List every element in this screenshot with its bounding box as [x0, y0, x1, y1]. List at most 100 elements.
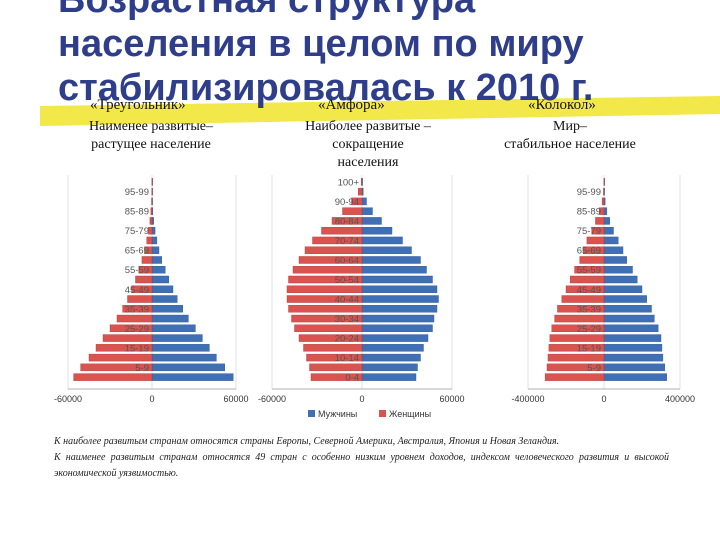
female-bar-40-44 — [127, 295, 153, 303]
female-bar-15-19 — [548, 344, 605, 352]
female-bar-45-49 — [131, 285, 153, 293]
age-tick-label: 15-19 — [125, 343, 149, 354]
female-bar-90-94 — [151, 197, 153, 206]
x-tick-label: 60000 — [223, 394, 248, 404]
male-bar-70-74 — [361, 236, 403, 245]
age-tick-label: 65-69 — [125, 246, 149, 257]
footnote-line-1: К наиболее развитым странам относятся ст… — [54, 436, 560, 447]
female-bar-25-29 — [551, 324, 605, 333]
male-bar-0-4 — [361, 373, 417, 381]
female-bar-45-49 — [565, 285, 605, 293]
female-bar-35-39 — [557, 305, 605, 313]
male-bar-20-24 — [361, 334, 429, 342]
female-bar-100+ — [603, 178, 605, 186]
female-bar-40-44 — [561, 295, 605, 303]
footnote-line-2: К наименее развитым странам относятся 49… — [54, 452, 669, 479]
female-bar-90-94 — [601, 197, 605, 206]
female-bar-60-64 — [298, 256, 363, 264]
male-bar-20-24 — [603, 334, 662, 342]
female-bar-30-34 — [116, 314, 153, 323]
male-bar-25-29 — [151, 324, 196, 333]
female-bar-5-9 — [546, 363, 605, 372]
male-bar-20-24 — [151, 334, 203, 342]
age-tick-label: 75-79 — [125, 226, 149, 237]
age-tick-label: 80-84 — [335, 216, 359, 227]
female-bar-10-14 — [547, 353, 605, 362]
female-bar-15-19 — [95, 344, 153, 352]
female-bar-10-14 — [306, 353, 363, 362]
male-bar-45-49 — [603, 285, 643, 293]
x-tick-label: 0 — [601, 394, 606, 404]
age-tick-label: 95-99 — [125, 187, 149, 198]
title-line-2: населения в целом по миру — [58, 23, 584, 65]
female-bar-85-89 — [599, 207, 605, 215]
male-bar-35-39 — [361, 305, 438, 313]
male-bar-70-74 — [151, 236, 158, 245]
male-bar-5-9 — [151, 363, 226, 372]
legend-label-female: Женщины — [389, 409, 431, 419]
x-tick-label: 60000 — [439, 394, 464, 404]
male-bar-80-84 — [603, 217, 610, 225]
female-bar-0-4 — [544, 373, 605, 381]
legend-swatch-female — [379, 410, 386, 417]
male-bar-80-84 — [361, 217, 382, 225]
male-bar-85-89 — [603, 207, 608, 215]
female-bar-10-14 — [88, 353, 153, 362]
age-tick-label: 70-74 — [335, 236, 359, 247]
female-bar-45-49 — [286, 285, 363, 293]
footnote: К наиболее развитым странам относятся ст… — [54, 434, 669, 482]
female-bar-95-99 — [151, 187, 153, 196]
male-bar-80-84 — [151, 217, 154, 225]
male-bar-35-39 — [151, 305, 183, 313]
desc-text: Наименее развитые– растущее население — [89, 119, 213, 152]
female-bar-85-89 — [150, 207, 153, 215]
male-bar-0-4 — [603, 373, 667, 381]
age-tick-label: 35-39 — [577, 304, 601, 315]
female-bar-5-9 — [80, 363, 153, 372]
male-bar-55-59 — [151, 266, 166, 274]
male-bar-35-39 — [603, 305, 652, 313]
age-tick-label: 60-64 — [335, 255, 359, 266]
male-bar-25-29 — [603, 324, 659, 333]
female-bar-75-79 — [321, 226, 363, 235]
female-bar-95-99 — [603, 187, 605, 196]
female-bar-20-24 — [549, 334, 605, 342]
age-tick-label: 50-54 — [335, 275, 359, 286]
age-tick-label: 65-69 — [577, 246, 601, 257]
age-tick-label: 95-99 — [577, 187, 601, 198]
title-highlight-stroke — [40, 92, 720, 126]
male-bar-25-29 — [361, 324, 433, 333]
female-bar-100+ — [361, 178, 363, 186]
male-bar-5-9 — [361, 363, 418, 372]
pyramid-desc-world: Мир– стабильное население — [470, 118, 670, 154]
x-tick-label: 0 — [359, 394, 364, 404]
female-bar-95-99 — [358, 187, 363, 196]
male-bar-15-19 — [603, 344, 663, 352]
male-bar-65-69 — [361, 246, 412, 254]
female-bar-25-29 — [109, 324, 153, 333]
male-bar-65-69 — [151, 246, 160, 254]
legend-swatch-male — [308, 410, 315, 417]
male-bar-55-59 — [603, 266, 633, 274]
pyramid-type-triangle: «Треугольник» — [90, 97, 186, 113]
female-bar-25-29 — [294, 324, 363, 333]
x-tick-label: 400000 — [665, 394, 695, 404]
age-tick-label: 25-29 — [125, 324, 149, 335]
age-tick-label: 35-39 — [125, 304, 149, 315]
pyramid-desc-least-developed: Наименее развитые– растущее население — [46, 118, 256, 154]
male-bar-55-59 — [361, 266, 427, 274]
male-bar-10-14 — [151, 353, 217, 362]
female-bar-65-69 — [304, 246, 363, 254]
pyramid-type-amphora: «Амфора» — [318, 97, 385, 113]
male-bar-40-44 — [151, 295, 178, 303]
age-tick-label: 40-44 — [335, 295, 359, 306]
female-bar-55-59 — [574, 266, 605, 274]
male-bar-85-89 — [361, 207, 373, 215]
male-bar-30-34 — [361, 314, 435, 323]
age-tick-label: 5-9 — [587, 363, 601, 374]
slide-title: Возрастная структура населения в целом п… — [58, 0, 718, 110]
legend-label-male: Мужчины — [318, 409, 357, 419]
female-bar-70-74 — [586, 236, 605, 245]
female-bar-75-79 — [591, 226, 605, 235]
